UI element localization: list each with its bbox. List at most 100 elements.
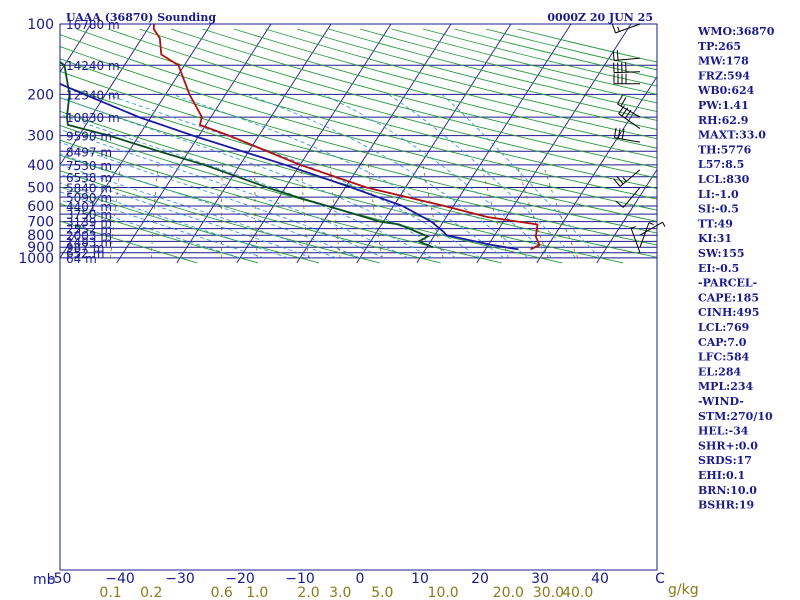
temperature-tick-label: 10 xyxy=(411,571,429,587)
mixing-ratio-line xyxy=(422,164,444,258)
sounding-index-label: SI:-0.5 xyxy=(698,203,739,216)
mixing-ratio-tick-label: 2.0 xyxy=(297,585,319,600)
moist-adiabat-line xyxy=(60,191,265,259)
temperature-tick-label: −30 xyxy=(165,571,195,587)
wind-barb xyxy=(618,105,641,129)
dry-adiabat-line xyxy=(60,170,380,264)
sounding-index-label: CAPE:185 xyxy=(698,291,759,304)
sounding-index-label: WMO:36870 xyxy=(697,25,775,38)
sounding-index-label: BRN:10.0 xyxy=(698,484,757,497)
sounding-index-label: LCL:769 xyxy=(698,321,749,334)
sounding-index-label: RH:62.9 xyxy=(698,114,748,127)
isotherm-line xyxy=(116,24,272,264)
wind-barb-flag xyxy=(616,175,624,185)
dry-adiabat-line xyxy=(170,28,657,159)
moist-adiabat-line xyxy=(60,173,313,259)
dry-adiabat-line xyxy=(60,97,657,258)
height-tick-label: 64 m xyxy=(66,252,97,266)
parcel-trace xyxy=(60,82,519,251)
sounding-index-label: L57:8.5 xyxy=(698,158,744,171)
temperature-trace xyxy=(152,24,541,251)
moist-adiabat-line xyxy=(60,199,241,259)
mixing-ratio-tick-label: 30.0 xyxy=(533,585,564,600)
isotherm-line xyxy=(236,24,392,264)
pressure-tick-label: 600 xyxy=(27,199,54,215)
height-tick-label: 12340 m xyxy=(66,88,120,102)
moist-adiabat-line xyxy=(60,96,457,259)
wind-barb-staff xyxy=(618,113,641,129)
mixing-ratio-line xyxy=(301,164,309,258)
wind-barb-flag xyxy=(617,128,621,139)
sounding-index-label: CAP:7.0 xyxy=(698,336,747,349)
moist-adiabat-line xyxy=(322,93,553,259)
temperature-tick-label: 0 xyxy=(356,571,365,587)
mixing-ratio-line xyxy=(329,164,341,258)
sounding-index-label: WB0:624 xyxy=(697,84,755,97)
temperature-tick-label: 30 xyxy=(531,571,549,587)
mixing-ratio-unit-label: g/kg xyxy=(668,582,699,598)
dry-adiabat-line xyxy=(60,203,259,264)
isotherm-line xyxy=(596,168,657,264)
dry-adiabat-line xyxy=(139,28,657,169)
height-tick-label: 1483 m xyxy=(66,235,112,249)
height-tick-label: 5090 m xyxy=(66,191,112,205)
pressure-tick-label: 1000 xyxy=(18,251,54,267)
pressure-tick-label: 100 xyxy=(27,17,54,33)
temperature-tick-label: −40 xyxy=(105,571,135,587)
sounding-index-label: EI:-0.5 xyxy=(698,262,739,275)
height-tick-label: 3139 m xyxy=(66,216,112,230)
isotherm-line xyxy=(416,24,572,264)
moist-adiabat-line xyxy=(441,94,601,259)
dry-adiabat-line xyxy=(60,34,657,200)
wind-barb-flag xyxy=(611,23,617,34)
height-tick-label: 652 m xyxy=(66,247,104,261)
height-tick-label: 3750 m xyxy=(66,208,112,222)
wind-barb xyxy=(613,127,641,143)
isotherm-line xyxy=(60,24,92,73)
moist-adiabat-line xyxy=(172,93,505,259)
dry-adiabat-line xyxy=(202,28,657,149)
wind-barb-staff xyxy=(630,228,641,253)
dry-adiabat-line xyxy=(60,154,441,264)
wind-barb xyxy=(611,23,641,34)
height-tick-label: 8497 m xyxy=(66,145,112,159)
sounding-index-label: KI:31 xyxy=(698,232,732,245)
wind-barb-staff xyxy=(639,221,663,236)
wind-barb xyxy=(615,187,641,208)
sounding-index-label: BSHR:19 xyxy=(698,499,754,512)
wind-barb xyxy=(639,222,654,248)
wind-barb xyxy=(613,169,641,187)
dry-adiabat-line xyxy=(60,186,320,264)
wind-barb-half-flag xyxy=(630,226,636,229)
isotherm-line xyxy=(536,75,657,264)
wind-barb-flag xyxy=(618,105,625,114)
dry-adiabat-line xyxy=(60,110,624,264)
mixing-ratio-line xyxy=(516,164,549,259)
pressure-tick-label: 700 xyxy=(27,215,54,231)
sounding-index-label: HEL:-34 xyxy=(698,425,749,438)
wind-barbs xyxy=(611,23,666,253)
height-tick-label: 5840 m xyxy=(66,181,112,195)
sounding-index-label: LFC:584 xyxy=(698,351,750,364)
mixing-ratio-line xyxy=(150,164,159,258)
sounding-index-label: TP:265 xyxy=(698,40,741,53)
height-tick-label: 2003 m xyxy=(66,229,112,243)
isotherm-line xyxy=(476,24,632,264)
sounding-index-label: TH:5776 xyxy=(698,143,752,156)
sounding-index-label: -WIND- xyxy=(698,395,744,408)
temperature-tick-label: 40 xyxy=(591,571,609,587)
isotherm-line xyxy=(296,24,452,264)
height-tick-label: 7530 m xyxy=(66,159,112,173)
wind-barb-flag xyxy=(621,129,625,140)
sounding-index-label: MPL:234 xyxy=(698,380,754,393)
moist-adiabat-line xyxy=(106,93,481,259)
dry-adiabat-line xyxy=(76,28,657,189)
mixing-ratio-tick-label: 5.0 xyxy=(371,585,393,600)
moist-adiabat-line xyxy=(247,93,529,259)
wind-barb-flag xyxy=(617,95,623,105)
pressure-tick-label: 400 xyxy=(27,158,54,174)
height-tick-label: 6538 m xyxy=(66,171,112,185)
pressure-tick-label: 900 xyxy=(27,240,54,256)
moist-adiabat-line xyxy=(60,128,409,259)
